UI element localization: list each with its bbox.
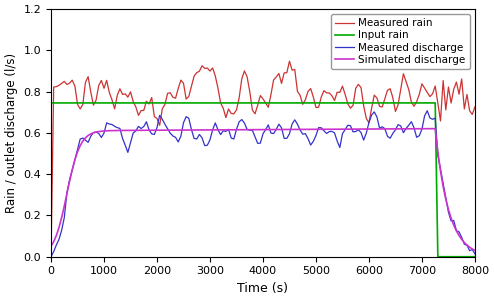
- Measured rain: [205, 66, 210, 70]
- Input rain: [189, 101, 195, 105]
- Simulated discharge: [401, 127, 407, 130]
- Simulated discharge: [432, 127, 438, 130]
- Line: Measured discharge: Measured discharge: [51, 111, 475, 257]
- Measured rain: [472, 105, 478, 109]
- Measured discharge: [472, 252, 478, 256]
- Measured discharge: [189, 128, 195, 131]
- Simulated discharge: [472, 248, 478, 252]
- Legend: Measured rain, Input rain, Measured discharge, Simulated discharge: Measured rain, Input rain, Measured disc…: [331, 14, 470, 69]
- Measured rain: [189, 85, 195, 88]
- Input rain: [48, 101, 54, 105]
- X-axis label: Time (s): Time (s): [238, 282, 288, 295]
- Line: Input rain: Input rain: [51, 103, 475, 257]
- Input rain: [422, 101, 428, 105]
- Input rain: [435, 255, 441, 259]
- Simulated discharge: [422, 127, 428, 130]
- Measured rain: [403, 80, 409, 83]
- Measured discharge: [205, 143, 210, 147]
- Simulated discharge: [48, 244, 54, 248]
- Measured discharge: [424, 109, 430, 112]
- Measured rain: [424, 91, 430, 94]
- Measured discharge: [422, 114, 428, 118]
- Measured discharge: [165, 127, 170, 130]
- Line: Measured rain: Measured rain: [51, 61, 475, 257]
- Measured discharge: [453, 229, 459, 232]
- Y-axis label: Rain / outlet discharge (l/s): Rain / outlet discharge (l/s): [5, 53, 18, 213]
- Measured rain: [287, 59, 292, 63]
- Input rain: [205, 101, 210, 105]
- Input rain: [401, 101, 407, 105]
- Measured discharge: [48, 255, 54, 259]
- Simulated discharge: [165, 128, 170, 132]
- Measured discharge: [401, 131, 407, 134]
- Measured rain: [165, 92, 170, 95]
- Input rain: [453, 255, 459, 259]
- Input rain: [165, 101, 170, 105]
- Simulated discharge: [189, 128, 195, 132]
- Line: Simulated discharge: Simulated discharge: [51, 129, 475, 250]
- Measured rain: [48, 255, 54, 259]
- Measured rain: [453, 80, 459, 84]
- Input rain: [472, 255, 478, 259]
- Simulated discharge: [205, 128, 210, 132]
- Simulated discharge: [453, 229, 459, 233]
